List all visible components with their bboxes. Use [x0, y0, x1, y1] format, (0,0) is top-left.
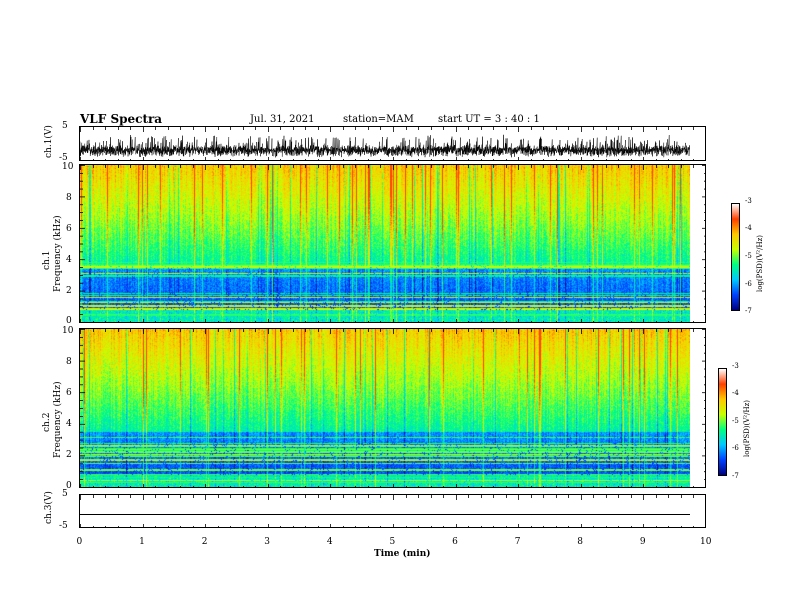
cb2-tick-m3: -3 — [732, 362, 739, 370]
ch2-spectrogram-ticks — [80, 329, 705, 487]
ch2spec-ylabel-frequency: Frequency (kHz) — [53, 381, 63, 458]
x-tick-label-7: 7 — [514, 537, 521, 547]
ch3-voltage-panel — [79, 494, 706, 528]
ch1-colorbar — [731, 203, 740, 311]
ch2spec-tick-0: 0 — [66, 481, 72, 491]
ch3v-tick-top: 5 — [62, 489, 68, 499]
cb2-tick-m7: -7 — [732, 472, 739, 480]
cb1-tick-m6: -6 — [745, 280, 752, 288]
ch2spec-tick-2: 2 — [66, 450, 72, 460]
x-tick-label-3: 3 — [264, 537, 271, 547]
ch1spec-tick-0: 0 — [66, 316, 72, 326]
ch2-colorbar — [718, 368, 727, 476]
plot-title: VLF Spectra — [80, 112, 163, 126]
cb1-label: log(PSD)(V²/Hz) — [756, 235, 764, 292]
ch1-spectrogram-heatmap — [80, 165, 690, 322]
ch1v-ylabel: ch.1(V) — [44, 125, 54, 158]
cb2-tick-m6: -6 — [732, 444, 739, 452]
ch1-spectrogram-panel — [79, 164, 706, 323]
cb2-tick-m4: -4 — [732, 389, 739, 397]
ch2spec-tick-4: 4 — [66, 419, 72, 429]
ch2-spectrogram-heatmap — [80, 329, 690, 487]
cb1-tick-m5: -5 — [745, 252, 752, 260]
ch2-spectrogram-panel — [79, 328, 706, 488]
x-axis-label: Time (min) — [374, 549, 431, 559]
ch3v-tick-bottom: -5 — [59, 521, 68, 531]
ch1spec-tick-4: 4 — [66, 255, 72, 265]
ch1spec-ylabel-frequency: Frequency (kHz) — [53, 215, 63, 292]
x-tick-label-1: 1 — [139, 537, 145, 547]
x-tick-label-8: 8 — [577, 537, 584, 547]
x-tick-label-9: 9 — [639, 537, 646, 547]
cb1-tick-m3: -3 — [745, 197, 752, 205]
x-tick-label-0: 0 — [76, 537, 83, 547]
ch2spec-ylabel-channel: ch.2 — [42, 412, 52, 432]
ch1spec-tick-10: 10 — [62, 162, 74, 172]
cb1-tick-m7: -7 — [745, 307, 752, 315]
ch2spec-tick-10: 10 — [62, 326, 74, 336]
ch1spec-tick-8: 8 — [66, 193, 72, 203]
cb2-label: log(PSD)(V²/Hz) — [743, 400, 751, 457]
ch1spec-tick-6: 6 — [66, 224, 72, 234]
ch1spec-ylabel-channel: ch.1 — [42, 250, 52, 270]
cb2-tick-m5: -5 — [732, 417, 739, 425]
cb1-tick-m4: -4 — [745, 224, 752, 232]
ch1-spectrogram-ticks — [80, 165, 705, 322]
ch1-voltage-line — [80, 134, 690, 158]
ch1v-tick-top: 5 — [62, 121, 68, 131]
date-label: Jul. 31, 2021 — [250, 114, 315, 125]
x-tick-label-5: 5 — [389, 537, 396, 547]
ch1-voltage-panel — [79, 126, 706, 161]
x-tick-label-4: 4 — [326, 537, 333, 547]
x-tick-label-10: 10 — [700, 537, 712, 547]
ch1-voltage-trace — [80, 127, 694, 160]
ch2spec-tick-8: 8 — [66, 357, 72, 367]
ch2spec-tick-6: 6 — [66, 388, 72, 398]
station-label: station=MAM — [343, 114, 414, 125]
x-tick-label-6: 6 — [452, 537, 458, 547]
ch3v-ylabel: ch.3(V) — [44, 491, 54, 524]
x-tick-label-2: 2 — [201, 537, 208, 547]
ch3-voltage-trace — [80, 495, 694, 527]
ch1v-tick-bottom: -5 — [59, 153, 68, 163]
start-time-label: start UT = 3 : 40 : 1 — [438, 114, 540, 125]
ch1spec-tick-2: 2 — [66, 286, 72, 296]
